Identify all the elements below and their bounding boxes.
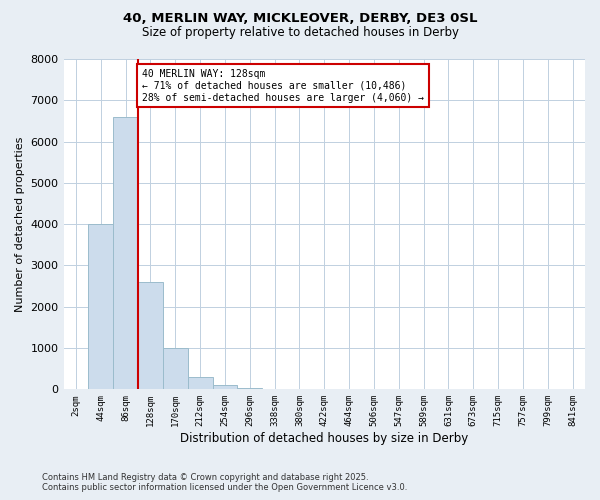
Bar	[238, 388, 262, 390]
Text: Contains HM Land Registry data © Crown copyright and database right 2025.
Contai: Contains HM Land Registry data © Crown c…	[42, 473, 407, 492]
Text: Size of property relative to detached houses in Derby: Size of property relative to detached ho…	[142, 26, 458, 39]
Bar	[212, 385, 238, 390]
Y-axis label: Number of detached properties: Number of detached properties	[15, 136, 25, 312]
Text: 40, MERLIN WAY, MICKLEOVER, DERBY, DE3 0SL: 40, MERLIN WAY, MICKLEOVER, DERBY, DE3 0…	[123, 12, 477, 26]
Text: 40 MERLIN WAY: 128sqm
← 71% of detached houses are smaller (10,486)
28% of semi-: 40 MERLIN WAY: 128sqm ← 71% of detached …	[142, 70, 424, 102]
Bar	[88, 224, 113, 390]
Bar	[113, 117, 138, 390]
Bar	[138, 282, 163, 390]
Bar	[163, 348, 188, 390]
X-axis label: Distribution of detached houses by size in Derby: Distribution of detached houses by size …	[180, 432, 469, 445]
Bar	[188, 377, 212, 390]
